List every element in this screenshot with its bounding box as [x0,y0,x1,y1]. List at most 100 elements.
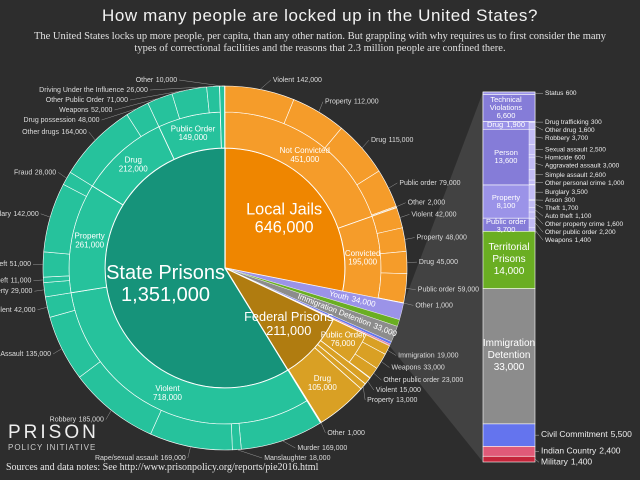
leader-line [405,288,416,290]
ring-label: Property 261,000 [75,232,105,250]
label-value: 42,000 [14,307,36,314]
bar-subsegment [482,94,536,122]
leader-line [534,458,540,463]
label-value: 1,000 [608,179,625,186]
outer-label: Drug 115,000 [371,137,414,144]
label-value: 3,700 [496,224,516,234]
label-value: 2,000 [428,200,446,207]
label-value: 3,500 [571,189,588,196]
bar-detail [528,122,536,130]
bar-detail [528,129,536,145]
label-value: 142,000 [297,77,322,84]
bar-detail [528,184,536,200]
label-value: 135,000 [26,351,51,358]
label-name: Violent [273,77,294,84]
label-name: Property [491,192,521,202]
bar-detail [528,156,536,170]
leader-line [534,136,544,139]
label-name: Robbery [50,416,77,423]
leader-line [282,440,296,449]
bar-side-label: Simple assault 2,600 [545,171,606,178]
bar-side-label: Arson 300 [545,197,575,204]
bar-side-label: Other public order 2,200 [545,229,616,236]
leader-line [88,131,96,141]
bar-detail [528,218,536,228]
label-value: 23,000 [442,377,464,384]
bar-subsegment [482,184,536,219]
bar-label: Drug 1,900 [483,121,529,130]
label-name: Robbery [545,135,570,142]
outer-label: Other 2,000 [408,200,446,207]
leader-line [388,182,398,189]
label-value: 1,600 [578,127,595,134]
leader-line [534,125,544,131]
label-value: 142,000 [13,211,38,218]
label-name: Other [408,200,426,207]
label-value: 646,000 [255,219,314,237]
leader-line [105,410,112,420]
leader-line [129,89,190,101]
outer-label: Fraud 28,000 [14,169,56,176]
label-name: Drug [125,156,142,165]
label-name: Not Convicted [280,146,330,155]
label-name: Drug [314,374,331,383]
bar-detail [528,169,536,181]
label-value: 600 [566,90,577,97]
label-name: Weapons [391,364,421,371]
label-name: Theft [545,205,560,212]
label-value: 76,000 [331,339,356,348]
leader-line [534,155,544,158]
label-name: Arson [545,197,562,204]
label-value: 1,400 [575,237,592,244]
label-value: 1,400 [571,457,593,467]
leader-line [149,86,214,91]
label-value: 1,351,000 [121,284,210,306]
label-name: Public order [418,287,456,294]
outer-label: Car theft11,000 [0,278,32,285]
outer-label: Weapons 52,000 [59,107,112,114]
label-value: 164,000 [61,129,86,136]
label-value: 14,000 [493,265,525,277]
label-name: Military [541,457,569,467]
label-name: Public Order [171,124,216,133]
label-name: Violent [376,387,397,394]
outer-label: Other property29,000 [0,288,32,295]
label-name: Territorial Prisons [488,241,530,265]
outer-segment [377,272,408,304]
outer-label: Violent 142,000 [273,77,322,84]
label-name: Immigration Detention [482,338,536,362]
label-value: 71,000 [107,97,129,104]
label-name: Other property [0,288,9,295]
bar-subsegment [482,128,536,186]
label-name: Property [417,234,444,241]
label-value: 261,000 [75,240,104,249]
outer-label: Manslaughter 18,000 [264,455,330,462]
label-name: Fraud [14,169,32,176]
label-value: 169,000 [322,445,347,452]
label-name: Rape/sexual assault [95,455,158,462]
bar-detail [528,144,536,155]
label-value: 300 [591,119,602,126]
bar-side-label: Other drug 1,600 [545,127,595,134]
label-name: Drug [371,137,386,144]
label-name: Other drug [545,127,576,134]
outer-label: Rape/sexual assault 169,000 [95,455,186,462]
chart-title: How many people are locked up in the Uni… [101,6,538,25]
leader-line [367,380,375,391]
label-value: 212,000 [119,164,148,173]
leader-line [40,213,51,218]
outer-label: Other 10,000 [136,77,177,84]
outer-segment [380,250,408,274]
label-name: Public order [399,180,437,187]
label-name: Other Public Order [46,97,105,104]
outer-label: Driving Under the Influence 26,000 [39,87,148,94]
bar-label: Person 13,600 [483,129,529,185]
label-name: Murder [297,445,320,452]
bar-label: Immigration Detention 33,000 [483,289,535,424]
label-value: 1,100 [575,213,592,220]
label-name: Sexual assault [545,146,587,153]
outer-label: Murder 169,000 [297,445,347,452]
label-name: Public Order [321,330,366,339]
chart-subtitle: The United States locks up more people, … [33,31,607,54]
outer-label: Other public order 23,000 [383,377,463,384]
